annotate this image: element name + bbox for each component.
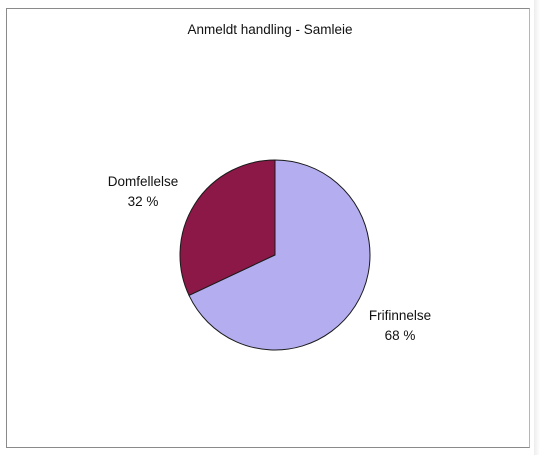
slice-value-domfellelse: 32 % (127, 194, 159, 209)
page-edge-shadow (534, 0, 540, 455)
slice-value-frifinnelse: 68 % (384, 328, 416, 343)
pie-slice-frifinnelse (188, 159, 371, 351)
slice-name-frifinnelse: Frifinnelse (368, 308, 432, 323)
slice-label-frifinnelse: Frifinnelse 68 % (345, 306, 455, 346)
pie-slice-domfellelse (179, 159, 276, 297)
slice-name-domfellelse: Domfellelse (107, 174, 179, 189)
chart-title: Anmeldt handling - Samleie (187, 22, 353, 37)
slice-label-domfellelse: Domfellelse 32 % (88, 172, 198, 212)
